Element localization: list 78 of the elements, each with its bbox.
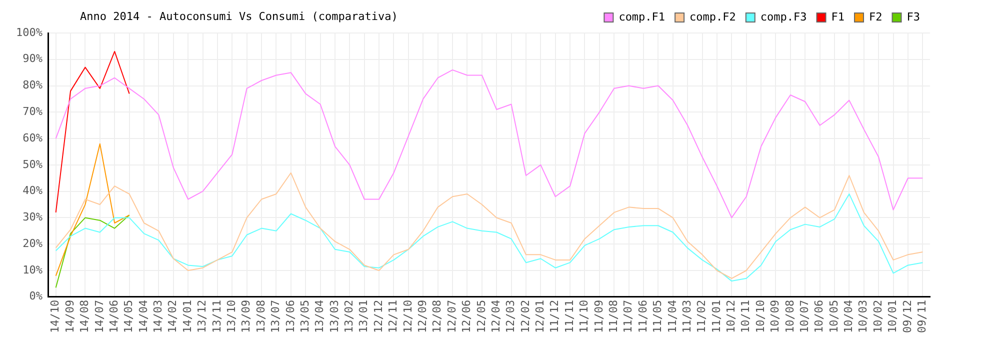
x-tick-label: 10/07: [798, 300, 811, 334]
x-tick-label: 10/10: [754, 300, 767, 334]
x-tick-label: 10/09: [768, 300, 782, 334]
x-tick-label: 14/10: [48, 300, 62, 334]
x-tick-label: 13/05: [298, 300, 312, 334]
y-tick-label: 100%: [16, 26, 43, 39]
x-tick-label: 14/08: [78, 300, 92, 334]
legend-label: comp.F2: [690, 10, 736, 24]
x-tick-label: 14/06: [107, 300, 120, 334]
x-tick-label: 14/04: [136, 300, 150, 334]
x-tick-label: 11/02: [695, 300, 708, 334]
x-tick-label: 10/01: [886, 300, 900, 334]
x-tick-label: 12/11: [386, 300, 400, 334]
x-tick-label: 11/10: [578, 300, 591, 334]
y-tick-label: 0%: [29, 290, 43, 303]
x-tick-label: 10/08: [783, 300, 796, 334]
x-tick-label: 10/11: [739, 300, 752, 334]
x-tick-label: 14/02: [166, 300, 180, 334]
y-tick-label: 30%: [22, 210, 43, 224]
x-tick-label: 13/02: [342, 300, 356, 334]
x-tick-label: 11/08: [606, 300, 620, 334]
x-tick-label: 14/05: [122, 300, 136, 334]
x-tick-label: 11/04: [666, 300, 679, 334]
x-tick-label: 14/07: [92, 300, 106, 334]
x-tick-label: 10/02: [871, 300, 884, 334]
y-tick-label: 20%: [22, 236, 43, 250]
x-tick-label: 13/08: [254, 300, 268, 334]
x-tick-label: 14/03: [152, 300, 165, 334]
x-tick-label: 11/11: [562, 300, 576, 334]
x-tick-label: 14/01: [180, 300, 194, 334]
x-tick-label: 11/07: [622, 300, 635, 334]
legend-label: F1: [831, 10, 845, 24]
x-tick-label: 13/12: [196, 300, 209, 334]
y-tick-label: 80%: [22, 78, 43, 92]
x-tick-label: 11/12: [548, 300, 562, 334]
legend-label: F2: [869, 10, 882, 24]
x-tick-label: 10/03: [856, 300, 870, 334]
x-tick-label: 13/03: [328, 300, 341, 334]
x-tick-label: 11/01: [710, 300, 723, 334]
x-tick-label: 12/01: [534, 300, 547, 334]
x-tick-label: 11/06: [636, 300, 650, 334]
x-tick-label: 13/06: [284, 300, 297, 334]
y-tick-label: 70%: [22, 105, 43, 118]
x-tick-label: 12/05: [474, 300, 488, 334]
x-tick-label: 10/05: [827, 300, 840, 334]
x-tick-label: 13/10: [224, 300, 238, 334]
x-tick-label: 13/04: [313, 300, 326, 334]
x-tick-label: 11/03: [680, 300, 694, 334]
y-tick-label: 10%: [22, 263, 43, 276]
legend-label: comp.F3: [760, 10, 807, 24]
x-tick-label: 09/11: [916, 300, 929, 334]
x-tick-label: 12/08: [430, 300, 444, 334]
x-tick-label: 10/04: [842, 300, 856, 334]
x-tick-label: 10/12: [724, 300, 738, 334]
x-tick-label: 13/07: [269, 300, 282, 334]
x-tick-label: 11/09: [592, 300, 606, 334]
x-tick-label: 12/06: [460, 300, 474, 334]
y-tick-label: 50%: [22, 158, 43, 171]
x-tick-label: 12/07: [445, 300, 458, 334]
x-tick-label: 14/09: [63, 300, 76, 334]
chart-title: Anno 2014 - Autoconsumi Vs Consumi (comparativa): [80, 10, 398, 23]
x-tick-label: 13/11: [210, 300, 224, 334]
x-tick-label: 12/02: [518, 300, 532, 334]
x-tick-label: 09/12: [900, 300, 914, 334]
x-tick-label: 10/06: [812, 300, 826, 334]
x-tick-label: 12/03: [504, 300, 518, 334]
x-tick-label: 12/09: [416, 300, 429, 334]
x-tick-label: 12/10: [401, 300, 414, 334]
x-tick-label: 12/12: [372, 300, 385, 334]
y-tick-label: 90%: [22, 52, 43, 66]
x-tick-label: 12/04: [489, 300, 502, 334]
legend-label: comp.F1: [618, 10, 666, 24]
y-tick-label: 40%: [22, 184, 43, 198]
y-tick-label: 60%: [22, 131, 43, 144]
x-tick-label: 13/09: [240, 300, 253, 334]
x-tick-label: 11/05: [651, 300, 664, 334]
legend-label: F3: [906, 10, 920, 24]
x-tick-label: 13/01: [357, 300, 370, 334]
